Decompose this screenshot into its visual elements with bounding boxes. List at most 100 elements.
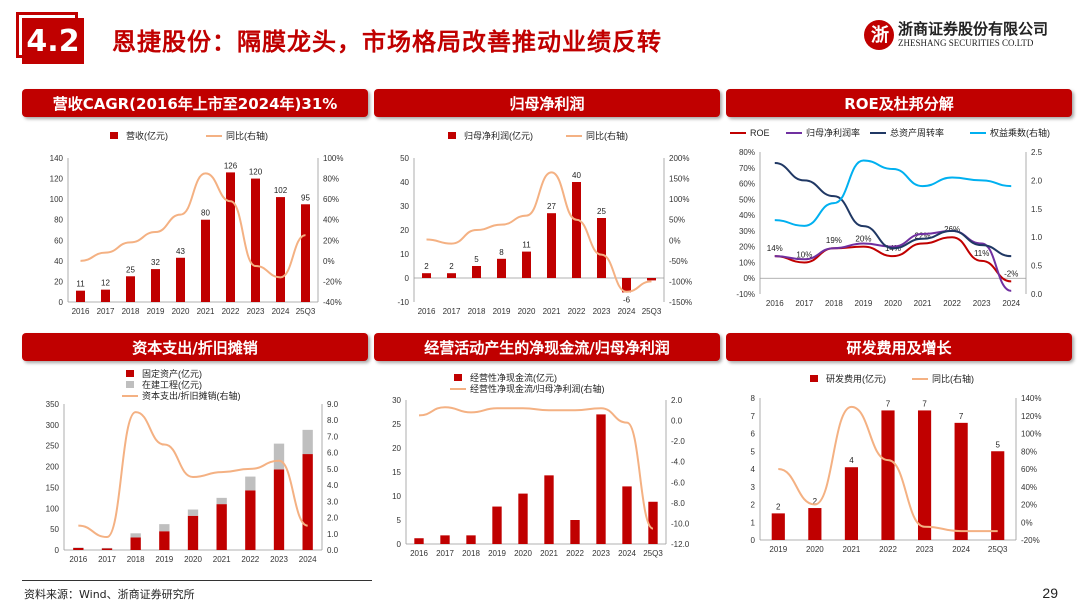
x-tick-label: 2017 xyxy=(436,549,454,558)
y-tick-label: 0 xyxy=(405,274,410,283)
x-tick-label: 2018 xyxy=(122,307,140,316)
y-tick-label: 50 xyxy=(400,154,409,163)
bar xyxy=(273,443,285,470)
y2-tick-label: -8.0 xyxy=(671,499,685,508)
y-tick-label: -10 xyxy=(397,298,409,307)
y2-tick-label: 80% xyxy=(1021,447,1037,456)
x-tick-label: 2024 xyxy=(952,545,970,554)
y-tick-label: 0 xyxy=(59,298,64,307)
y2-tick-label: 100% xyxy=(1021,430,1041,439)
y-tick-label: 30% xyxy=(739,227,755,236)
y2-tick-label: -10.0 xyxy=(671,519,690,528)
bar xyxy=(201,219,210,302)
bar xyxy=(771,513,785,540)
x-tick-label: 2024 xyxy=(1002,299,1020,308)
x-tick-label: 2022 xyxy=(222,307,240,316)
y-tick-label: 4 xyxy=(751,465,756,474)
y2-tick-label: 1.0 xyxy=(327,530,339,539)
bar xyxy=(572,182,581,278)
x-tick-label: 2023 xyxy=(270,555,288,564)
data-label: 22% xyxy=(915,232,931,241)
chart-cashflow: 0 5 10 15 20 25 30 -12.0 -10.0 -8.0 -6.0 -4.0 -2.0 0.… xyxy=(392,372,690,558)
bar xyxy=(622,278,631,293)
bar xyxy=(101,289,110,302)
x-tick-label: 25Q3 xyxy=(643,549,663,558)
data-label: 26% xyxy=(944,225,960,234)
y-tick-label: 0 xyxy=(55,546,60,555)
x-tick-label: 2017 xyxy=(443,307,461,316)
data-label: 11 xyxy=(522,241,531,250)
data-label: 27 xyxy=(547,202,556,211)
y2-tick-label: -4.0 xyxy=(671,458,685,467)
bar xyxy=(547,213,556,278)
bar xyxy=(917,410,932,540)
x-tick-label: 2021 xyxy=(213,555,231,564)
bar xyxy=(301,204,310,302)
bar xyxy=(648,501,658,544)
legend-label: 经营性净现金流/归母净利润(右轴) xyxy=(470,383,605,394)
y2-tick-label: 60% xyxy=(1021,465,1037,474)
series-line xyxy=(774,229,1012,292)
y2-tick-label: 80% xyxy=(323,175,339,184)
y2-tick-label: 1.5 xyxy=(1031,205,1043,214)
x-tick-label: 2018 xyxy=(462,549,480,558)
bar xyxy=(73,547,84,548)
chart-revenue: 0 20 40 60 80 100 120 140 -40% -20% 0% 20% 40% 60% 80%… xyxy=(50,130,344,316)
y-tick-label: 20 xyxy=(54,277,63,286)
x-tick-label: 2022 xyxy=(879,545,897,554)
y2-tick-label: -40% xyxy=(323,298,342,307)
y-tick-label: 40 xyxy=(54,257,63,266)
panel-title-net-profit: 归母净利润 xyxy=(374,89,720,117)
y-tick-label: 2 xyxy=(751,501,756,510)
legend-swatch xyxy=(126,370,134,377)
bar xyxy=(518,493,528,544)
x-tick-label: 2016 xyxy=(766,299,784,308)
bar xyxy=(522,251,531,278)
y2-tick-label: -6.0 xyxy=(671,478,685,487)
bar xyxy=(492,506,502,544)
data-label: 2 xyxy=(424,262,429,271)
data-label: 8 xyxy=(499,248,504,257)
data-label: 11% xyxy=(974,249,989,258)
source-note: 资料来源：Wind、浙商证券研究所 xyxy=(24,588,195,601)
y-tick-label: 6 xyxy=(751,430,756,439)
bar xyxy=(596,414,606,544)
chart-capex: 0 50 100 150 200 250 300 350 0.0 1.0 2.0 3.0 4.0 5.0 6… xyxy=(46,368,339,564)
y-tick-label: 70% xyxy=(739,164,755,173)
legend-label: 同比(右轴) xyxy=(586,130,628,141)
x-tick-label: 2023 xyxy=(973,299,991,308)
y2-tick-label: -50% xyxy=(669,257,688,266)
legend-label: 总资产周转率 xyxy=(890,127,944,138)
legend-label: 资本支出/折旧摊销(右轴) xyxy=(142,390,241,401)
y-tick-label: 100 xyxy=(50,195,64,204)
y2-tick-label: 60% xyxy=(323,195,339,204)
panel-title-roe: ROE及杜邦分解 xyxy=(726,89,1072,117)
x-tick-label: 2021 xyxy=(543,307,561,316)
legend-label: ROE xyxy=(750,128,770,138)
y2-tick-label: -12.0 xyxy=(671,540,690,549)
bar xyxy=(151,269,160,302)
x-tick-label: 2020 xyxy=(518,307,536,316)
company-logo: 浙 浙商证券股份有限公司 ZHESHANG SECURITIES CO.LTD xyxy=(864,18,1064,54)
panel-title-capex: 资本支出/折旧摊销 xyxy=(22,333,368,361)
data-label: 20% xyxy=(855,235,871,244)
data-label: 12 xyxy=(101,279,110,288)
legend-label: 研发费用(亿元) xyxy=(826,373,886,384)
x-tick-label: 2016 xyxy=(418,307,436,316)
y-tick-label: 0 xyxy=(751,536,756,545)
y2-tick-label: 50% xyxy=(669,216,685,225)
x-tick-label: 2021 xyxy=(540,549,558,558)
x-tick-label: 2019 xyxy=(855,299,873,308)
x-tick-label: 2024 xyxy=(272,307,290,316)
y-tick-label: 7 xyxy=(751,412,756,421)
bar xyxy=(954,422,968,540)
data-label: 14% xyxy=(767,244,783,253)
y2-tick-label: 140% xyxy=(1021,394,1041,403)
x-tick-label: 2023 xyxy=(593,307,611,316)
bar xyxy=(447,273,456,278)
y-tick-label: 30 xyxy=(392,396,401,405)
y2-tick-label: -20% xyxy=(323,277,342,286)
data-label: -2% xyxy=(1004,269,1018,278)
bar xyxy=(130,537,141,550)
legend-swatch xyxy=(110,132,118,139)
